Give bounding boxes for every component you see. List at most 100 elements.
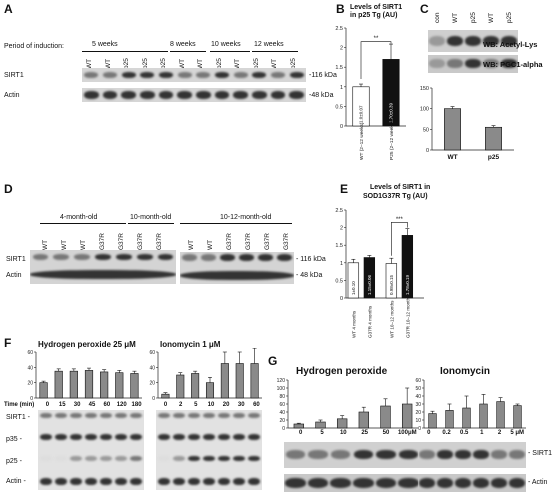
bar — [69, 370, 78, 399]
y-tick-label: 1 — [340, 85, 343, 91]
blot-band — [271, 72, 285, 78]
blot-band — [83, 91, 99, 99]
bar — [428, 413, 437, 429]
f-title-right: Ionomycin 1 μM — [160, 340, 221, 349]
blot-band — [130, 456, 143, 461]
y-tick-label: 40 — [27, 365, 33, 371]
blot-band — [195, 91, 211, 99]
blot-sirt1-a — [82, 68, 306, 82]
chart-f-right: 0 20 40 60 — [149, 348, 262, 400]
blot-band — [159, 72, 173, 78]
blot-band — [140, 72, 155, 78]
f-times-left: 0 15 30 45 60 120 180 — [40, 402, 144, 412]
sig-bracket — [391, 222, 408, 256]
blot-band — [202, 478, 215, 485]
y-tick-label: 50 — [423, 127, 429, 133]
f-row-p35: p35 - — [6, 436, 22, 443]
marker-48-d: - 48 kDa — [296, 272, 323, 279]
blot-band — [276, 254, 293, 261]
x-tick-label: p25 — [488, 154, 500, 161]
y-tick-label: 1 — [340, 261, 343, 267]
wb-pgc1-alpha: WB: PGC1-alpha — [483, 60, 543, 69]
lane-label: p25 — [506, 12, 513, 23]
bar-label: 1±0.10 — [351, 281, 356, 295]
blot-band — [54, 413, 67, 418]
tick-label: 50 — [382, 430, 390, 436]
blot-band — [447, 59, 463, 68]
y-tick-label: 1.5 — [335, 243, 343, 249]
blot-band — [202, 456, 215, 461]
tick-label: 2 — [179, 402, 183, 408]
bar-label: 1.15±0.06 — [367, 275, 372, 295]
blot-g-left-actin — [284, 474, 420, 492]
group-label: 12 weeks — [254, 41, 284, 48]
blot-band — [187, 456, 200, 461]
blot-band — [196, 72, 211, 78]
panel-letter-g: G — [268, 354, 278, 368]
blot-band — [53, 254, 70, 260]
lane-label: WT — [80, 239, 87, 250]
y-tick-label: 20 — [279, 418, 285, 424]
blot-band — [202, 413, 215, 418]
blot-band — [115, 434, 127, 440]
blot-band — [376, 450, 396, 459]
chart-e: 0 0.5 1 1.5 2 2.5 1±0.10 1.15±0.06 0.98±0.15 1.78… — [335, 208, 424, 338]
blot-band — [187, 478, 200, 485]
lane-label: WT — [42, 239, 49, 250]
blot-band — [429, 59, 445, 68]
blot-band — [289, 91, 305, 99]
bar — [220, 363, 229, 399]
blot-band — [491, 450, 507, 459]
blot-band — [398, 478, 419, 488]
panel-b-title: Levels of SIRT1 in p25 Tg (AU) — [350, 4, 403, 19]
y-tick-label: 2 — [340, 226, 343, 232]
panel-letter-d: D — [4, 182, 13, 196]
blot-band — [181, 254, 198, 261]
blot-band — [285, 478, 306, 488]
bar — [336, 418, 348, 429]
y-tick-label: 20 — [149, 381, 155, 387]
panel-a-groups: 5 weeks 8 weeks 10 weeks 12 weeks — [80, 41, 302, 57]
blot-band — [121, 72, 136, 78]
panel-letter-c: C — [420, 2, 429, 16]
tick-label: 180 — [131, 402, 142, 408]
chart-c: 0 50 100 150 WT p25 — [420, 86, 514, 161]
blot-band — [219, 254, 236, 261]
blot-band — [130, 413, 143, 418]
blot-band — [180, 271, 294, 280]
lane-label: G37R — [283, 233, 290, 250]
blot-band — [202, 434, 215, 440]
blot-band — [115, 456, 127, 461]
blot-band — [157, 434, 170, 440]
panel-letter-a: A — [4, 2, 13, 16]
age-label: 4-month-old — [60, 214, 98, 221]
blot-band — [307, 478, 329, 488]
bar — [115, 372, 124, 399]
blot-band — [217, 434, 230, 440]
lane-label: G37R — [226, 233, 233, 250]
bar — [205, 382, 215, 399]
tick-label: 100μM — [397, 430, 417, 436]
blot-band — [399, 450, 419, 459]
bar-label: 0.98±0.15 — [389, 275, 394, 295]
blot-actin-a — [82, 88, 306, 102]
panel-c-lane-labels: con WT p25 WT p25 — [428, 10, 518, 24]
blot-band — [115, 478, 127, 485]
blot-band — [187, 413, 200, 418]
lane-label: p25 — [470, 12, 477, 23]
g-title-right: Ionomycin — [440, 366, 491, 377]
blot-band — [177, 72, 192, 78]
lane-label: con — [434, 12, 441, 23]
blot-band — [158, 91, 174, 99]
blot-band — [285, 450, 305, 459]
tick-label: 10 — [207, 402, 215, 408]
panel-letter-e: E — [340, 182, 349, 196]
blot-band — [115, 413, 127, 418]
blot-band — [69, 434, 82, 440]
row-label-sirt1: SIRT1 — [4, 72, 24, 79]
blot-band — [270, 91, 286, 99]
bar — [39, 382, 48, 399]
blot-band — [172, 478, 185, 485]
y-tick-label: 40 — [149, 365, 155, 371]
y-tick-label: 10 — [415, 418, 421, 424]
